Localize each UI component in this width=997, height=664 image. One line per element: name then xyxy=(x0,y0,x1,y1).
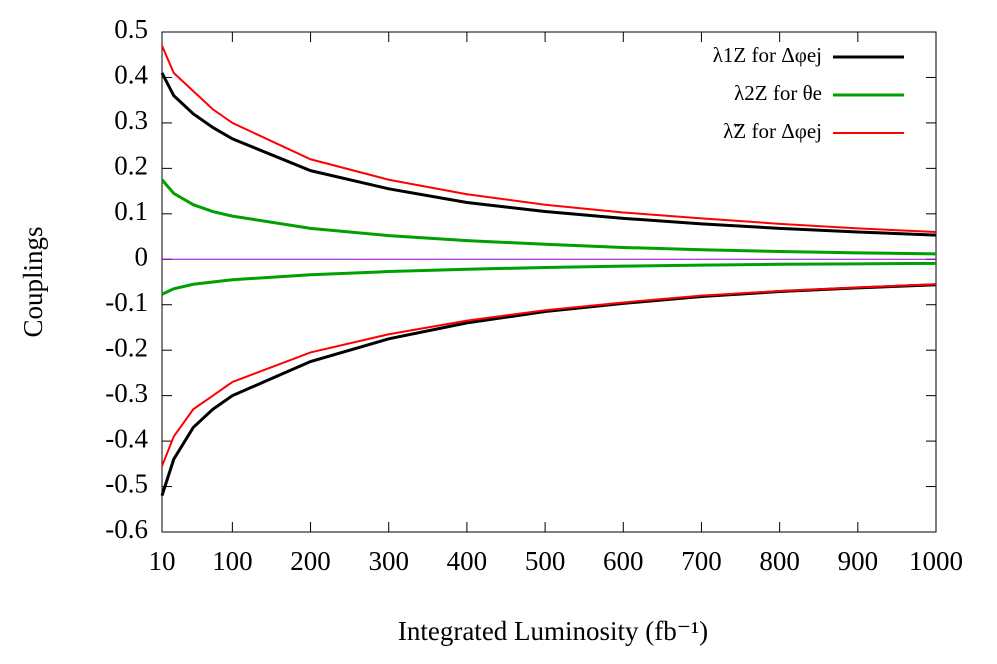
x-tick-label: 300 xyxy=(368,546,409,576)
plot-frame xyxy=(161,31,937,533)
y-tick-label: 0.4 xyxy=(114,60,148,90)
series-line xyxy=(161,261,937,296)
series-line xyxy=(160,72,937,237)
x-tick-label: 200 xyxy=(290,546,331,576)
series-line xyxy=(160,283,937,497)
y-tick-label: 0.3 xyxy=(114,105,148,135)
x-tick-label: 1000 xyxy=(909,546,963,576)
x-tick-label: 10 xyxy=(149,546,176,576)
x-tick-label: 700 xyxy=(681,546,722,576)
x-tick-label: 900 xyxy=(838,546,879,576)
series-line xyxy=(160,178,937,256)
series-line xyxy=(161,45,937,233)
y-axis-title: Couplings xyxy=(18,226,48,337)
y-tick-label: -0.4 xyxy=(105,423,148,453)
y-tick-label: -0.3 xyxy=(105,378,148,408)
y-tick-label: -0.6 xyxy=(105,514,148,544)
y-tick-label: -0.5 xyxy=(105,469,148,499)
series-line xyxy=(161,283,937,467)
y-tick-label: 0.5 xyxy=(114,14,148,44)
y-tick-label: -0.1 xyxy=(105,287,148,317)
legend-label: λ1Z for Δφej xyxy=(713,43,822,67)
legend-label: λ2Z for θe xyxy=(734,81,822,105)
legend-label: λ̃Z for Δφej xyxy=(723,119,822,143)
y-tick-label: -0.2 xyxy=(105,332,148,362)
y-tick-label: 0.1 xyxy=(114,196,148,226)
y-tick-label: 0.2 xyxy=(114,151,148,181)
x-tick-label: 100 xyxy=(212,546,253,576)
y-tick-label: 0 xyxy=(135,241,149,271)
x-axis-title: Integrated Luminosity (fb⁻¹) xyxy=(398,616,708,646)
x-tick-label: 500 xyxy=(525,546,566,576)
x-tick-label: 800 xyxy=(759,546,800,576)
x-tick-label: 400 xyxy=(447,546,488,576)
x-tick-label: 600 xyxy=(603,546,644,576)
